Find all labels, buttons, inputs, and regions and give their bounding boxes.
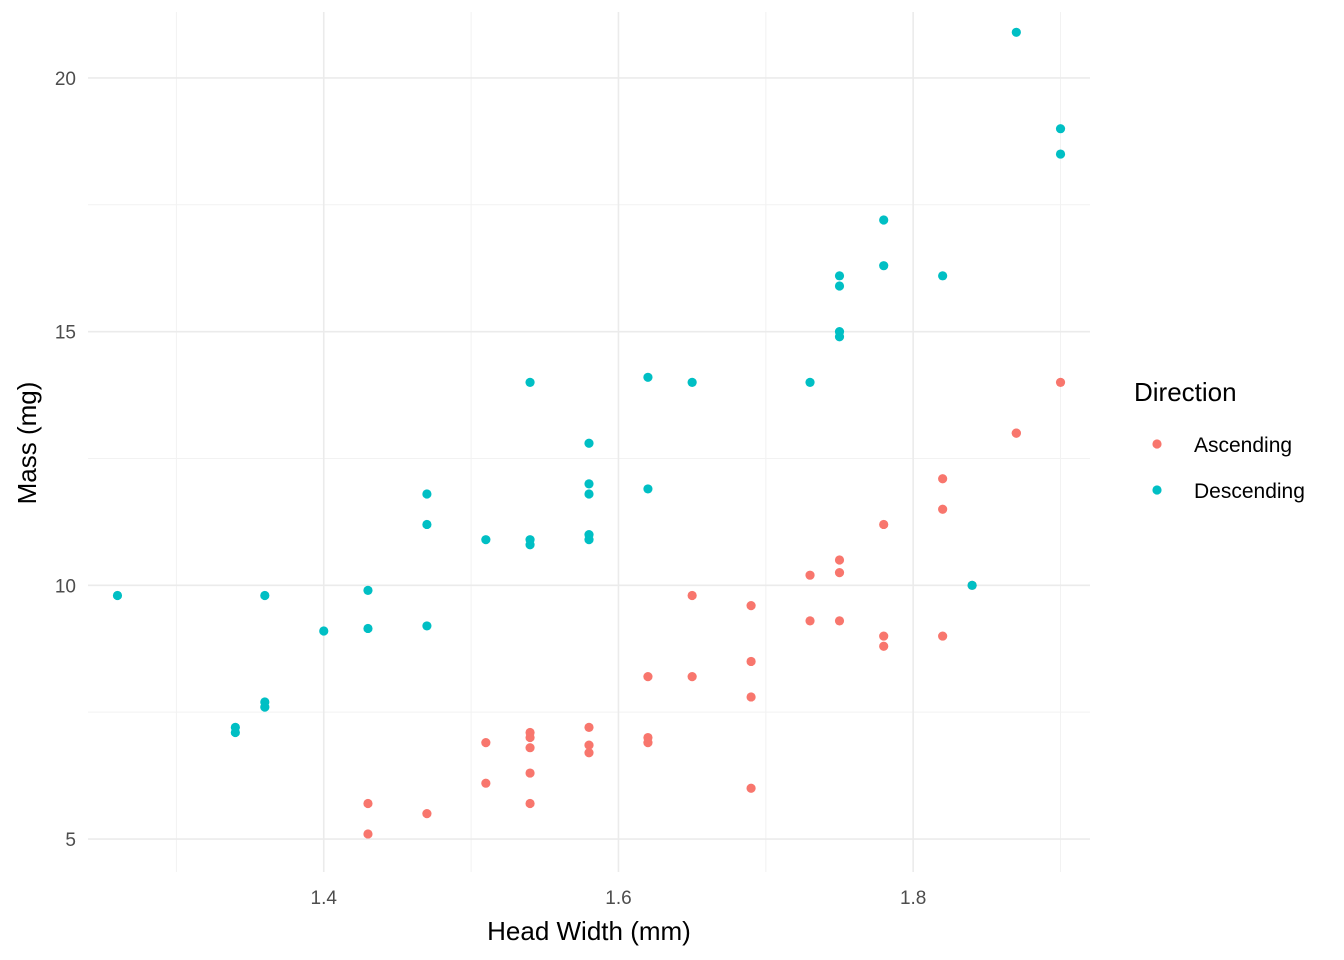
point-ascending (481, 778, 491, 788)
point-ascending (834, 616, 845, 626)
point-descending (1011, 27, 1021, 37)
y-tick-label: 5 (65, 830, 76, 851)
point-descending (1055, 149, 1066, 159)
point-ascending (643, 732, 653, 743)
point-descending (643, 372, 653, 382)
point-ascending (879, 519, 889, 530)
point-ascending (834, 568, 845, 578)
point-descending (879, 261, 889, 271)
point-ascending (525, 743, 535, 753)
legend-key-descending (1152, 485, 1162, 495)
point-ascending (525, 727, 535, 738)
point-ascending (687, 590, 697, 601)
point-descending (584, 529, 594, 540)
point-ascending (525, 798, 535, 809)
point-ascending (687, 672, 697, 682)
point-descending (319, 626, 329, 636)
point-ascending (879, 641, 889, 651)
point-ascending (1055, 377, 1066, 387)
point-ascending (805, 570, 815, 580)
x-tick-label: 1.8 (900, 888, 926, 909)
point-ascending (525, 768, 535, 778)
legend: Direction Ascending Descending (1134, 377, 1305, 503)
point-descending (1055, 124, 1066, 134)
y-tick-label: 20 (55, 69, 76, 90)
point-descending (260, 590, 270, 601)
point-ascending (746, 692, 756, 702)
point-ascending (584, 748, 594, 758)
point-ascending (879, 631, 889, 641)
point-descending (481, 535, 491, 545)
point-descending (525, 535, 535, 545)
y-axis-tick-labels: 5 10 15 20 (55, 69, 76, 851)
legend-key-ascending (1152, 439, 1162, 449)
legend-title: Direction (1134, 377, 1237, 407)
y-tick-label: 10 (55, 576, 76, 597)
point-descending (363, 623, 373, 634)
point-descending (834, 281, 845, 291)
legend-label-ascending: Ascending (1194, 434, 1292, 457)
point-descending (643, 484, 653, 494)
x-axis-title: Head Width (mm) (487, 916, 691, 946)
point-ascending (746, 656, 756, 667)
point-descending (260, 697, 270, 707)
point-descending (584, 479, 594, 489)
point-descending (938, 271, 948, 281)
point-ascending (938, 631, 948, 641)
point-descending (967, 580, 977, 590)
y-axis-title: Mass (mg) (12, 382, 42, 505)
point-ascending (1011, 428, 1021, 438)
point-descending (584, 489, 594, 499)
x-axis-tick-labels: 1.4 1.6 1.8 (311, 888, 927, 909)
point-descending (422, 489, 432, 499)
point-ascending (363, 798, 373, 809)
point-descending (230, 722, 240, 732)
data-points (112, 27, 1066, 839)
x-tick-label: 1.6 (605, 888, 631, 909)
point-ascending (938, 474, 948, 484)
point-ascending (834, 555, 845, 565)
x-tick-label: 1.4 (311, 888, 338, 909)
point-ascending (363, 829, 373, 839)
point-descending (422, 621, 432, 631)
point-descending (879, 215, 889, 225)
point-ascending (746, 783, 756, 793)
point-descending (422, 519, 432, 530)
point-ascending (746, 601, 756, 611)
point-ascending (643, 672, 653, 682)
point-ascending (938, 504, 948, 514)
point-descending (112, 590, 123, 601)
point-ascending (805, 616, 815, 626)
point-descending (834, 271, 845, 281)
major-gridlines (88, 12, 1090, 872)
point-ascending (584, 740, 594, 750)
point-descending (525, 377, 535, 387)
point-descending (834, 327, 845, 337)
point-ascending (481, 738, 491, 748)
point-ascending (422, 809, 432, 819)
point-descending (584, 438, 594, 448)
point-descending (363, 585, 373, 596)
point-descending (805, 377, 815, 387)
point-ascending (584, 722, 594, 732)
y-tick-label: 15 (55, 323, 76, 344)
point-descending (687, 377, 697, 387)
legend-label-descending: Descending (1194, 480, 1305, 503)
